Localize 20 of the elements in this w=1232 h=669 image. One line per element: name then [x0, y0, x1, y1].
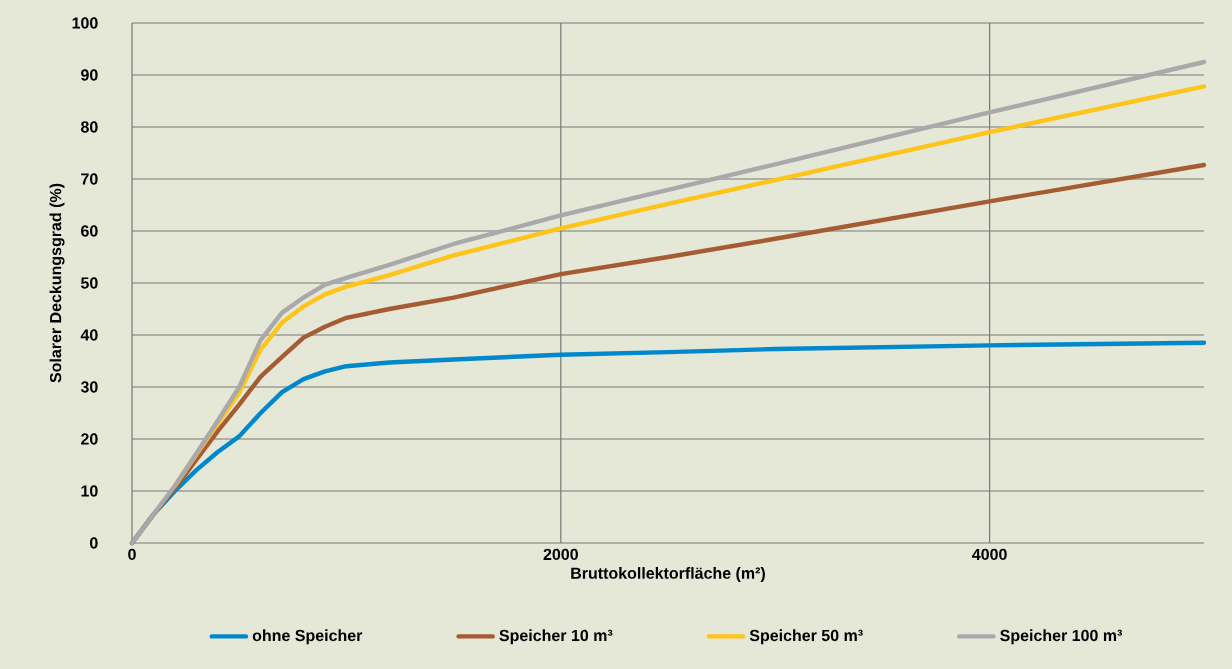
x-tick-label: 4000 [972, 548, 1007, 561]
x-axis-title: Bruttokollektorfläche (m²) [571, 567, 765, 583]
legend-label: Speicher 10 m³ [499, 629, 613, 645]
x-tick-label: 2000 [543, 548, 578, 561]
y-tick-label: 80 [80, 121, 98, 133]
y-axis-title: Solarer Deckungsgrad (%) [49, 183, 65, 383]
y-tick-label: 0 [90, 537, 98, 549]
legend-label: Speicher 50 m³ [749, 629, 863, 645]
y-tick-label: 50 [80, 277, 98, 289]
x-tick-label: 0 [128, 548, 136, 561]
y-tick-label: 70 [81, 173, 98, 185]
y-tick-label: 60 [81, 225, 98, 237]
y-tick-label: 10 [81, 485, 98, 497]
y-tick-label: 100 [72, 17, 98, 29]
y-tick-label: 20 [81, 433, 98, 445]
legend-label: ohne Speicher [252, 629, 363, 645]
legend-label: Speicher 100 m³ [1000, 629, 1123, 645]
y-tick-label: 90 [81, 69, 98, 81]
y-tick-label: 30 [80, 381, 98, 393]
y-tick-label: 40 [80, 329, 98, 341]
